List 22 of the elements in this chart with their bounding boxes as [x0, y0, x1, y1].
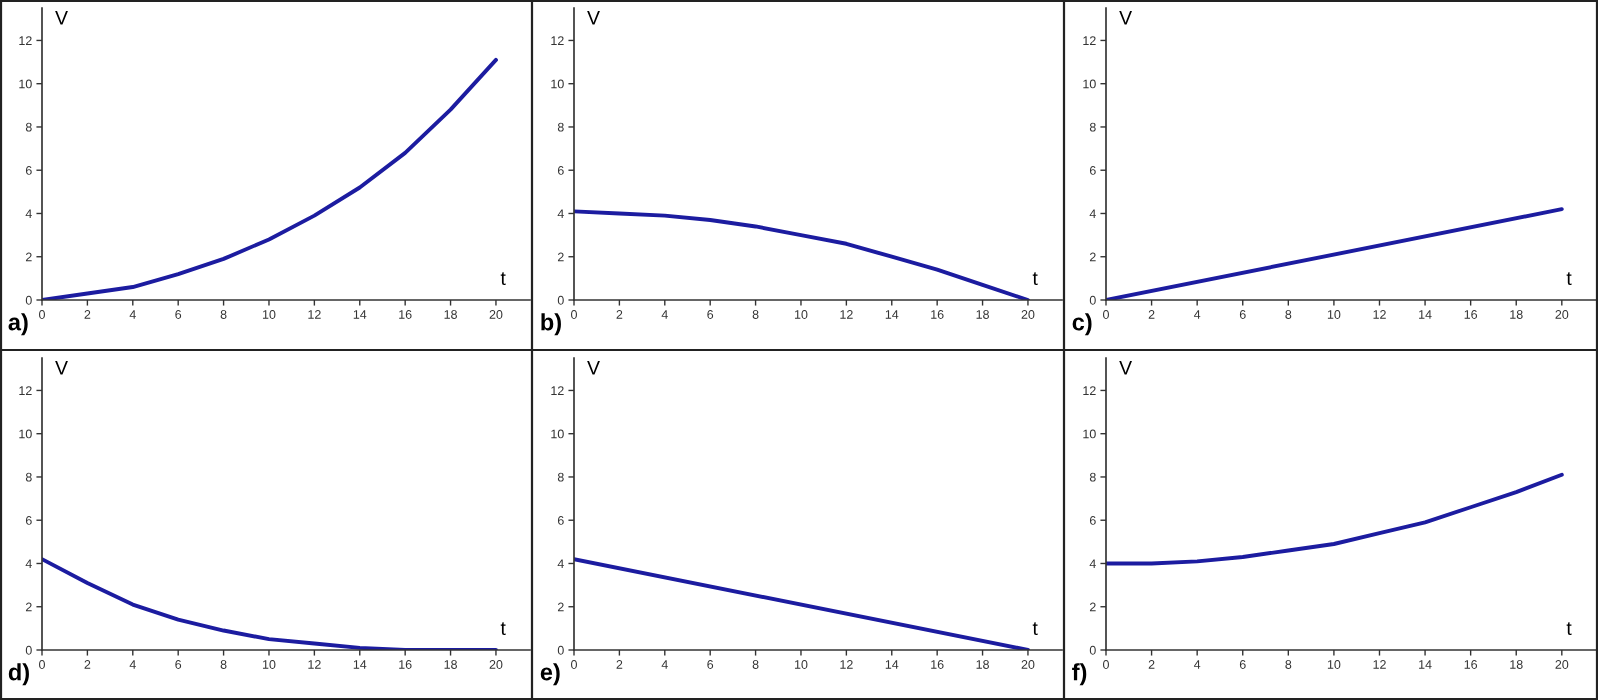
x-axis-title: t — [1032, 272, 1038, 286]
y-axis-title: V — [587, 11, 600, 25]
y-axis-title: V — [1119, 361, 1132, 375]
x-axis-title: t — [1566, 622, 1572, 636]
y-axis-title: V — [587, 361, 600, 375]
line-series — [42, 557, 498, 650]
text: d) — [8, 663, 29, 686]
x-axis-title: t — [500, 272, 506, 286]
line-series — [574, 209, 1030, 300]
x-axis-title: t — [1566, 272, 1572, 286]
line-series — [42, 57, 498, 300]
line-series — [1106, 472, 1564, 566]
x-axis-title: t — [1032, 622, 1038, 636]
y-axis-title: V — [55, 11, 68, 25]
x-axis-title: t — [500, 622, 506, 636]
y-axis-title: V — [55, 361, 68, 375]
text: a) — [8, 313, 28, 336]
text: f) — [1072, 663, 1087, 686]
text: b) — [541, 313, 561, 336]
text: c) — [1072, 313, 1092, 336]
y-axis-title: V — [1119, 11, 1132, 25]
text: e) — [540, 663, 560, 686]
